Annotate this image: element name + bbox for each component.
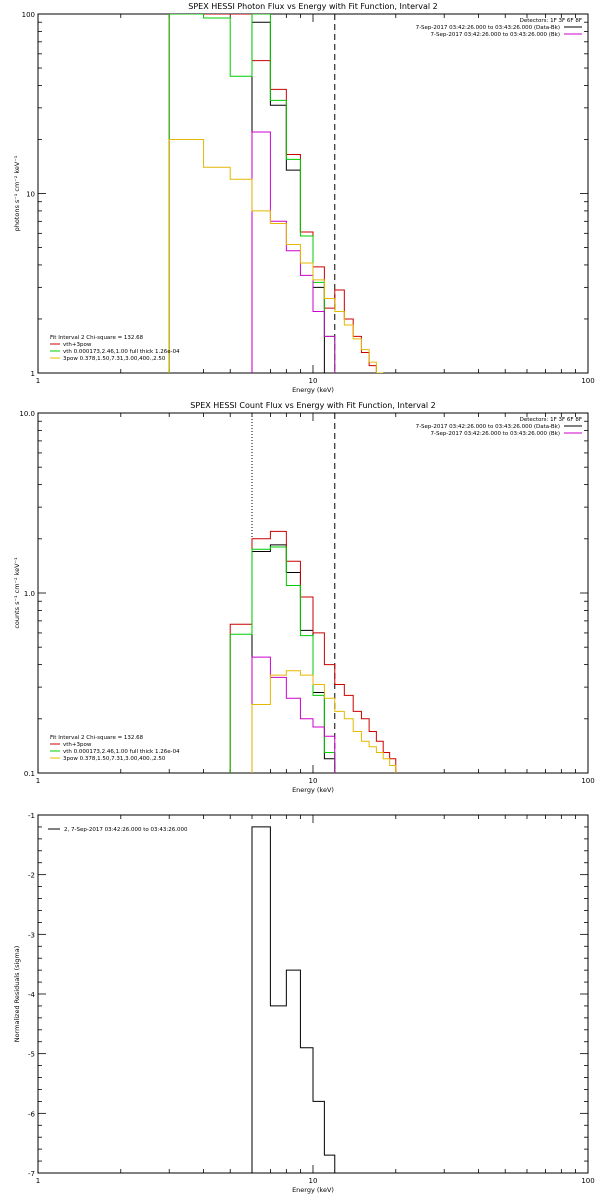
y-tick-label: -3	[28, 931, 35, 939]
fit-legend-entry: vth+3pow	[63, 742, 92, 748]
x-tick-label: 1	[36, 1177, 40, 1185]
y-tick-label: 0.1	[24, 770, 35, 778]
x-tick-label: 100	[581, 1177, 594, 1185]
plot-frame	[37, 814, 589, 1174]
x-tick-label: 1	[36, 777, 40, 785]
fit-chi-square-text: Fit Interval 2 Chi-square = 132.68	[50, 335, 144, 341]
y-tick-label: 10.0	[19, 410, 35, 418]
plot-frame	[37, 13, 589, 374]
series-histogram	[251, 656, 336, 773]
series-histogram	[251, 131, 336, 373]
fit-legend-entry: vth 0.000173,2.46,1.00 full thick 1.26e-…	[63, 749, 180, 755]
series-histogram	[168, 14, 384, 373]
x-tick-label: 10	[309, 777, 318, 785]
plot-title: SPEX HESSI Photon Flux vs Energy with Fi…	[188, 2, 438, 11]
legend-entry: 7-Sep-2017 03:42:26.000 to 03:43:26.000 …	[431, 32, 561, 38]
x-tick-label: 10	[309, 1177, 318, 1185]
plot-title: SPEX HESSI Count Flux vs Energy with Fit…	[190, 401, 435, 410]
y-tick-label: -1	[28, 812, 35, 820]
series-histogram	[229, 546, 336, 773]
fit-chi-square-text: Fit Interval 2 Chi-square = 132.68	[50, 735, 144, 741]
x-tick-label: 1	[36, 377, 40, 385]
series-histogram	[168, 138, 384, 373]
series-histogram	[229, 530, 397, 773]
series-histogram	[168, 14, 336, 373]
y-tick-label: 10	[26, 191, 35, 199]
fit-legend-entry: vth 0.000173,2.46,1.00 full thick 1.26e-…	[63, 349, 180, 355]
y-tick-label: 1.0	[24, 590, 35, 598]
x-tick-label: 10	[309, 377, 318, 385]
y-axis-label: photons s⁻¹ cm⁻² keV⁻¹	[13, 155, 21, 231]
legend-header: Detectors: 1F 3F 6F 8F	[520, 417, 582, 423]
legend-entry: 7-Sep-2017 03:42:26.000 to 03:43:26.000 …	[416, 25, 560, 31]
y-tick-label: -4	[28, 991, 36, 999]
legend-entry: 7-Sep-2017 03:42:26.000 to 03:43:26.000 …	[416, 424, 560, 430]
fit-legend-entry: vth+3pow	[63, 342, 92, 348]
y-tick-label: -7	[28, 1170, 35, 1178]
x-axis-label: Energy (keV)	[292, 786, 334, 794]
series-histogram	[251, 670, 397, 773]
y-axis-label: Normalized Residuals (sigma)	[13, 946, 21, 1043]
y-tick-label: -2	[28, 872, 35, 880]
y-tick-label: 100	[22, 11, 35, 19]
series-histogram	[251, 21, 335, 373]
x-tick-label: 100	[581, 377, 594, 385]
fit-legend-entry: 3pow 0.378,1.50,7.31,3.00,400.,2.50	[63, 356, 166, 362]
y-tick-label: 1	[31, 370, 35, 378]
x-tick-label: 100	[581, 777, 594, 785]
y-axis-label: counts s⁻¹ cm⁻² keV⁻¹	[13, 557, 21, 629]
x-axis-label: Energy (keV)	[292, 386, 334, 394]
legend-header: Detectors: 1F 3F 6F 8F	[520, 18, 582, 24]
series-histogram	[251, 544, 336, 773]
y-tick-label: -5	[28, 1051, 35, 1059]
y-tick-label: -6	[28, 1110, 36, 1118]
series-histogram	[251, 826, 336, 1173]
plot-3: 1 10 100 Energy (keV) -7 -6 -5 -4 -3 -2 -1 Normaliz…	[13, 812, 595, 1194]
x-axis-label: Energy (keV)	[292, 1186, 334, 1194]
legend-entry: 7-Sep-2017 03:42:26.000 to 03:43:26.000 …	[431, 431, 561, 437]
plot-2: SPEX HESSI Count Flux vs Energy with Fit…	[13, 401, 595, 794]
fit-legend-entry: 3pow 0.378,1.50,7.31,3.00,400.,2.50	[63, 756, 166, 762]
plot-1: SPEX HESSI Photon Flux vs Energy with Fi…	[13, 2, 595, 394]
legend-entry: 2, 7-Sep-2017 03:42:26.000 to 03:43:26.0…	[64, 827, 188, 833]
